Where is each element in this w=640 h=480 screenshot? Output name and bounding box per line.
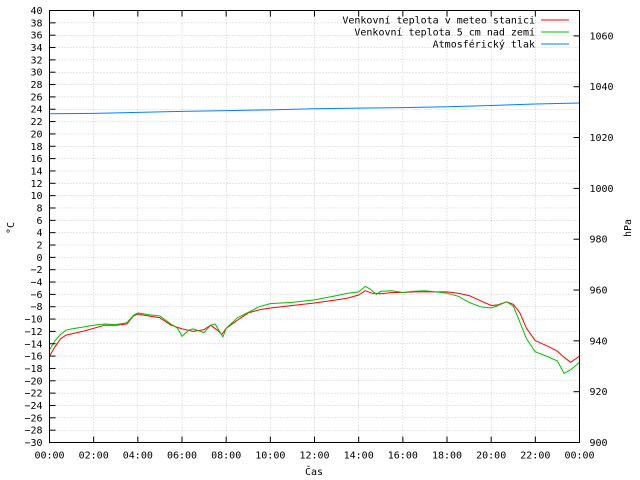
y2-tick-label: 1000 — [590, 184, 614, 195]
y-tick-label: 18 — [30, 142, 42, 153]
y-tick-label: −26 — [24, 413, 42, 424]
x-tick-label: 18:00 — [432, 451, 462, 462]
y-tick-label: 24 — [30, 105, 42, 116]
y-tick-label: 2 — [36, 241, 42, 252]
y-tick-label: −16 — [24, 352, 42, 363]
y-tick-label: 14 — [30, 166, 42, 177]
y-tick-label: −2 — [30, 265, 42, 276]
y2-tick-label: 1040 — [590, 82, 614, 93]
x-tick-label: 12:00 — [299, 451, 329, 462]
x-tick-label: 04:00 — [123, 451, 153, 462]
y-tick-label: −22 — [24, 389, 42, 400]
y2-tick-label: 940 — [590, 336, 608, 347]
y-tick-label: 20 — [30, 129, 42, 140]
y2-tick-label: 980 — [590, 235, 608, 246]
y2-tick-label: 960 — [590, 286, 608, 297]
y-tick-label: 22 — [30, 117, 42, 128]
y-tick-label: 26 — [30, 92, 42, 103]
x-tick-label: 08:00 — [211, 451, 241, 462]
y-tick-label: 36 — [30, 31, 42, 42]
y-tick-label: −10 — [24, 315, 42, 326]
y-tick-label: 8 — [36, 203, 42, 214]
y-tick-label: 12 — [30, 179, 42, 190]
y2-tick-label: 1020 — [590, 133, 614, 144]
legend-label-3: Atmosférický tlak — [433, 39, 535, 51]
series-line-3 — [49, 102, 580, 115]
y-tick-label: 4 — [36, 228, 42, 239]
y-tick-label: 10 — [30, 191, 42, 202]
y2-axis-title: hPa — [623, 219, 634, 237]
y2-tick-label: 1060 — [590, 31, 614, 42]
y2-tick-label: 900 — [590, 438, 608, 449]
x-axis-title: Čas — [305, 465, 323, 478]
y-tick-label: −14 — [24, 339, 42, 350]
x-tick-label: 02:00 — [79, 451, 109, 462]
y-tick-label: 28 — [30, 80, 42, 91]
x-tick-label: 16:00 — [388, 451, 418, 462]
legend-label-1: Venkovní teplota v meteo stanici — [342, 15, 535, 27]
y2-tick-label: 920 — [590, 387, 608, 398]
x-tick-label: 14:00 — [344, 451, 374, 462]
x-tick-label: 00:00 — [564, 451, 594, 462]
x-tick-label: 00:00 — [34, 451, 64, 462]
y-tick-label: −12 — [24, 327, 42, 338]
tick-labels: 00:00 02:00 04:00 06:00 08:00 10:00 12:00 14:00… — [24, 6, 613, 462]
y-tick-label: −30 — [24, 438, 42, 449]
series-line-2 — [49, 285, 580, 374]
y-tick-label: −28 — [24, 426, 42, 437]
y-tick-label: −18 — [24, 364, 42, 375]
y-tick-label: 38 — [30, 18, 42, 29]
y-tick-label: 30 — [30, 68, 42, 79]
x-tick-label: 20:00 — [476, 451, 506, 462]
y-tick-label: −4 — [30, 278, 42, 289]
axis-ticks — [49, 10, 580, 443]
y-axis-title: °C — [6, 222, 17, 234]
legend-label-2: Venkovní teplota 5 cm nad zemí — [354, 27, 535, 39]
y-tick-label: 6 — [36, 216, 42, 227]
y-tick-label: 16 — [30, 154, 42, 165]
y-tick-label: −6 — [30, 290, 42, 301]
y-tick-label: 34 — [30, 43, 42, 54]
grid-lines — [49, 10, 580, 443]
y-tick-label: 40 — [30, 6, 42, 17]
y-tick-label: 0 — [36, 253, 42, 264]
y-tick-label: 32 — [30, 55, 42, 66]
y-tick-label: −8 — [30, 302, 42, 313]
x-tick-label: 22:00 — [520, 451, 550, 462]
y-tick-label: −24 — [24, 401, 42, 412]
legend: Venkovní teplota v meteo staniciVenkovní… — [342, 15, 569, 51]
x-tick-label: 10:00 — [255, 451, 285, 462]
series-lines — [49, 102, 580, 374]
y-tick-label: −20 — [24, 376, 42, 387]
x-tick-label: 06:00 — [167, 451, 197, 462]
